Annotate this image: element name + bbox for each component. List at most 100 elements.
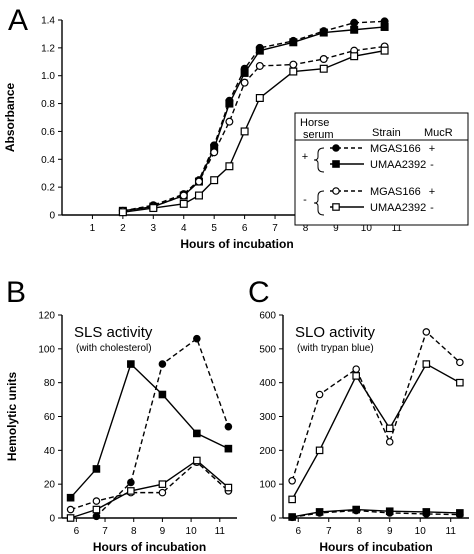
data-point-open-circle [225,117,234,126]
data-point-filled-square [127,360,135,368]
data-point-open-square [92,505,101,514]
x-tick-label: 10 [415,526,427,537]
series-line-3 [291,330,461,481]
y-tick-label: 1.0 [41,71,55,82]
data-point-open-circle [194,177,203,186]
y-tick-label: 0.2 [41,183,55,194]
y-tick-label: 120 [38,311,55,322]
y-tick-label: 0 [49,211,55,222]
data-point-filled-square [380,22,389,31]
series-line-2 [292,508,460,518]
legend-brace [313,147,325,173]
x-axis-title: Hours of incubation [319,540,432,554]
series-line-2 [70,362,229,499]
x-tick-label: 2 [120,223,126,234]
x-tick-label: 7 [272,223,278,234]
x-tick-label: 6 [74,526,80,537]
y-tick-label: 20 [44,480,56,491]
x-tick-label: 8 [131,526,137,537]
data-point-open-square [456,378,464,387]
data-point-open-square [179,199,188,208]
legend-header-serum-line2: serum [303,129,334,141]
x-axis-title: Hours of incubation [180,237,293,251]
data-point-open-square [319,64,328,73]
data-point-filled-square [92,465,101,473]
chart-title: SLO activity [295,324,376,341]
y-tick-label: 100 [259,480,276,491]
legend-mucr: - [430,202,434,214]
data-point-open-square [225,162,234,171]
chart-panel-a: 1 2 3 4 5 6 7 8 9 10 11 0 0.2 0.4 0.6 0.8 1.0 1.2 1.4 Hours… [3,16,412,251]
data-point-open-square [352,372,360,380]
data-point-filled-square [289,38,298,47]
x-tick-label: 11 [215,526,226,537]
data-point-open-square [240,127,249,136]
y-tick-label: 0 [270,514,276,525]
legend-header-mucr: MucR [424,127,453,139]
series-line-3 [70,461,229,511]
legend: Horse serum Strain MucR MGAS166 ++UMAA239… [294,112,469,226]
data-point-filled-square [225,99,234,108]
data-point-open-circle [92,497,101,505]
y-axis-title: Hemolytic units [5,372,19,462]
data-point-filled-circle [193,334,201,343]
y-tick-label: 600 [259,311,276,322]
series-line-1 [122,20,385,212]
data-point-open-square [194,191,203,200]
panel-letter-b: B [6,276,26,309]
data-point-filled-circle [332,144,340,152]
data-point-open-square [315,446,324,455]
x-tick-label: 5 [211,223,217,234]
data-point-open-circle [288,476,296,485]
data-point-open-circle [66,505,75,514]
y-tick-label: 0.8 [41,99,55,110]
x-tick-label: 8 [303,223,309,234]
data-point-open-circle [179,191,188,200]
x-tick-label: 7 [326,526,332,537]
y-tick-label: 100 [38,344,55,355]
chart-title: SLS activity [74,324,153,341]
y-tick-label: 1.4 [41,16,55,27]
data-point-filled-circle [350,18,359,27]
y-tick-label: 400 [259,378,276,389]
legend-header-serum-line1: Horse [300,117,329,129]
data-point-filled-square [288,513,296,521]
data-point-open-square [385,424,394,433]
data-point-filled-square [350,25,359,34]
data-point-open-square [380,46,389,55]
legend-strain: UMAA2392 [370,159,426,171]
y-tick-label: 80 [44,378,56,389]
legend-serum: + [302,151,308,163]
x-tick-label: 1 [90,223,96,234]
series-line-4 [291,363,461,500]
data-point-open-circle [319,54,328,63]
data-point-open-square [224,483,233,492]
data-point-open-square [210,176,219,185]
y-tick-label: 40 [44,446,56,457]
data-point-filled-square [319,28,328,37]
legend-header-strain: Strain [372,127,401,139]
x-tick-label: 3 [151,223,157,234]
x-tick-label: 6 [242,223,248,234]
x-tick-label: 9 [160,526,166,537]
data-point-open-square [288,495,296,504]
series-line-4 [122,49,385,213]
data-point-open-square [66,514,75,522]
x-tick-label: 6 [295,526,301,537]
legend-strain: UMAA2392 [370,202,426,214]
legend-mucr: + [429,186,435,198]
y-tick-label: 1.2 [41,43,55,54]
series-line-1 [292,509,460,519]
x-tick-label: 4 [181,223,187,234]
data-point-filled-square [332,160,340,168]
data-point-filled-square [385,507,394,516]
legend-serum: - [303,194,307,206]
x-axis-title: Hours of incubation [93,540,206,554]
data-point-open-circle [385,438,394,446]
series-line-4 [70,459,229,519]
y-tick-label: 300 [259,412,276,423]
data-point-filled-square [193,429,201,438]
data-point-open-square [158,480,167,488]
y-axis-title: Absorbance [3,83,17,153]
x-tick-label: 9 [387,526,393,537]
